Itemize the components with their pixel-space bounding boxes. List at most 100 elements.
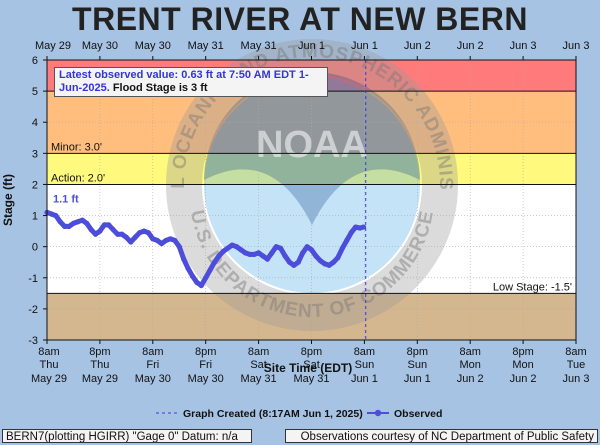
observed-point (308, 247, 315, 253)
bottom-tick-time: 8am (354, 346, 375, 358)
observed-point (194, 279, 200, 286)
observed-point (211, 259, 218, 265)
top-tick-label: Jun 3 (563, 40, 590, 52)
observed-point (62, 223, 68, 230)
observed-point (233, 244, 240, 250)
bottom-tick-day: Tue (567, 359, 586, 371)
top-tick-label: May 30 (135, 40, 171, 52)
y-tick-label: 1 (32, 211, 38, 223)
observed-point (132, 234, 138, 240)
observed-point (286, 259, 293, 265)
observed-point (295, 259, 301, 265)
bottom-tick-day: Sat (250, 359, 267, 371)
first-value-label: 1.1 ft (53, 193, 79, 205)
chart-title: TRENT RIVER AT NEW BERN (72, 1, 528, 37)
legend-graph-created-label: Graph Created (8:17AM Jun 1, 2025) (183, 408, 363, 420)
top-tick-label: Jun 2 (404, 40, 431, 52)
y-tick-label: 5 (32, 86, 38, 98)
bottom-tick-date: Jun 2 (457, 373, 484, 385)
y-tick-label: -1 (28, 273, 38, 285)
observed-point (176, 244, 182, 250)
bottom-tick-day: Fri (146, 359, 159, 371)
flood-text: Flood Stage is 3 ft (112, 82, 208, 94)
top-tick-label: Jun 3 (510, 40, 537, 52)
observed-point (66, 223, 72, 230)
observed-point (119, 231, 125, 237)
bottom-tick-date: Jun 2 (510, 373, 537, 385)
bottom-tick-time: 8pm (407, 346, 428, 358)
bottom-tick-date: May 31 (241, 373, 277, 385)
observed-point (136, 230, 143, 236)
observed-point (220, 248, 226, 254)
observations-credit: Observations courtesy of NC Department o… (285, 429, 598, 443)
observed-point (344, 237, 350, 244)
threshold-label: Minor: 3.0' (51, 141, 102, 153)
observed-point (304, 244, 310, 250)
observed-point (273, 244, 279, 250)
observed-point (348, 230, 354, 236)
low-stage-band (47, 293, 576, 340)
bottom-tick-date: May 29 (82, 373, 118, 385)
bottom-tick-time: 8am (38, 346, 59, 358)
observed-point (159, 240, 165, 247)
observed-point (229, 242, 235, 248)
observed-point (189, 273, 196, 279)
bottom-tick-day: Sun (355, 359, 375, 371)
bottom-tick-time: 8pm (195, 346, 216, 358)
bottom-tick-date: May 30 (188, 373, 224, 385)
observed-point (154, 237, 160, 244)
legend-observed-dot (374, 409, 382, 417)
observed-point (291, 262, 297, 268)
bottom-tick-time: 8am (142, 346, 163, 358)
bottom-tick-time: 8am (565, 346, 586, 358)
observed-point (330, 259, 337, 265)
bottom-tick-time: 8am (459, 346, 480, 358)
observed-point (163, 237, 169, 244)
observed-point (70, 220, 77, 226)
observed-point (84, 220, 90, 226)
observed-point (92, 231, 99, 237)
top-tick-label: May 31 (188, 40, 224, 52)
observed-point (264, 256, 271, 262)
bottom-tick-day: Thu (40, 359, 59, 371)
observed-point (317, 258, 323, 264)
observed-point (185, 265, 191, 272)
observed-point (269, 250, 275, 256)
y-tick-label: -3 (28, 335, 38, 347)
observed-point (326, 262, 332, 268)
observed-point (145, 230, 151, 236)
observed-point (313, 253, 319, 259)
observed-point (256, 250, 262, 256)
observed-point (207, 267, 213, 273)
observed-point (352, 224, 359, 230)
observed-point (106, 222, 112, 228)
observed-series: 1.1 ft (44, 193, 367, 289)
top-tick-label: May 29 (35, 40, 71, 52)
observed-point (335, 254, 341, 261)
observed-point (172, 237, 178, 244)
y-tick-label: 4 (32, 117, 38, 129)
bottom-tick-date: Jun 1 (404, 373, 431, 385)
observed-point (150, 236, 156, 242)
observed-point (203, 275, 209, 281)
bottom-tick-time: 8pm (301, 346, 322, 358)
axes: -3 -2 -1 0 1 2 3 4 5 6 Stage (ft) May 29 May 30 May 3… (1, 40, 589, 385)
observed-point (88, 226, 94, 233)
observed-point (360, 224, 367, 230)
gage-datum-info: BERN7(plotting HGIRR) "Gage 0" Datum: n/… (2, 429, 252, 443)
y-tick-label: 0 (32, 242, 38, 254)
y-tick-label: 2 (32, 179, 38, 191)
observed-point (238, 247, 244, 253)
threshold-label: Action: 2.0' (51, 172, 105, 184)
observed-point (79, 217, 85, 223)
bottom-tick-date: Jun 3 (563, 373, 590, 385)
observed-point (216, 253, 222, 259)
observed-point (247, 251, 253, 258)
top-tick-label: May 30 (82, 40, 118, 52)
bottom-tick-day: Mon (459, 359, 480, 371)
y-axis-label: Stage (ft) (1, 174, 15, 226)
observed-point (339, 245, 345, 251)
watermark-noaa-text: NOAA (256, 124, 368, 166)
bottom-tick-day: Fri (199, 359, 212, 371)
observed-point (300, 250, 306, 256)
